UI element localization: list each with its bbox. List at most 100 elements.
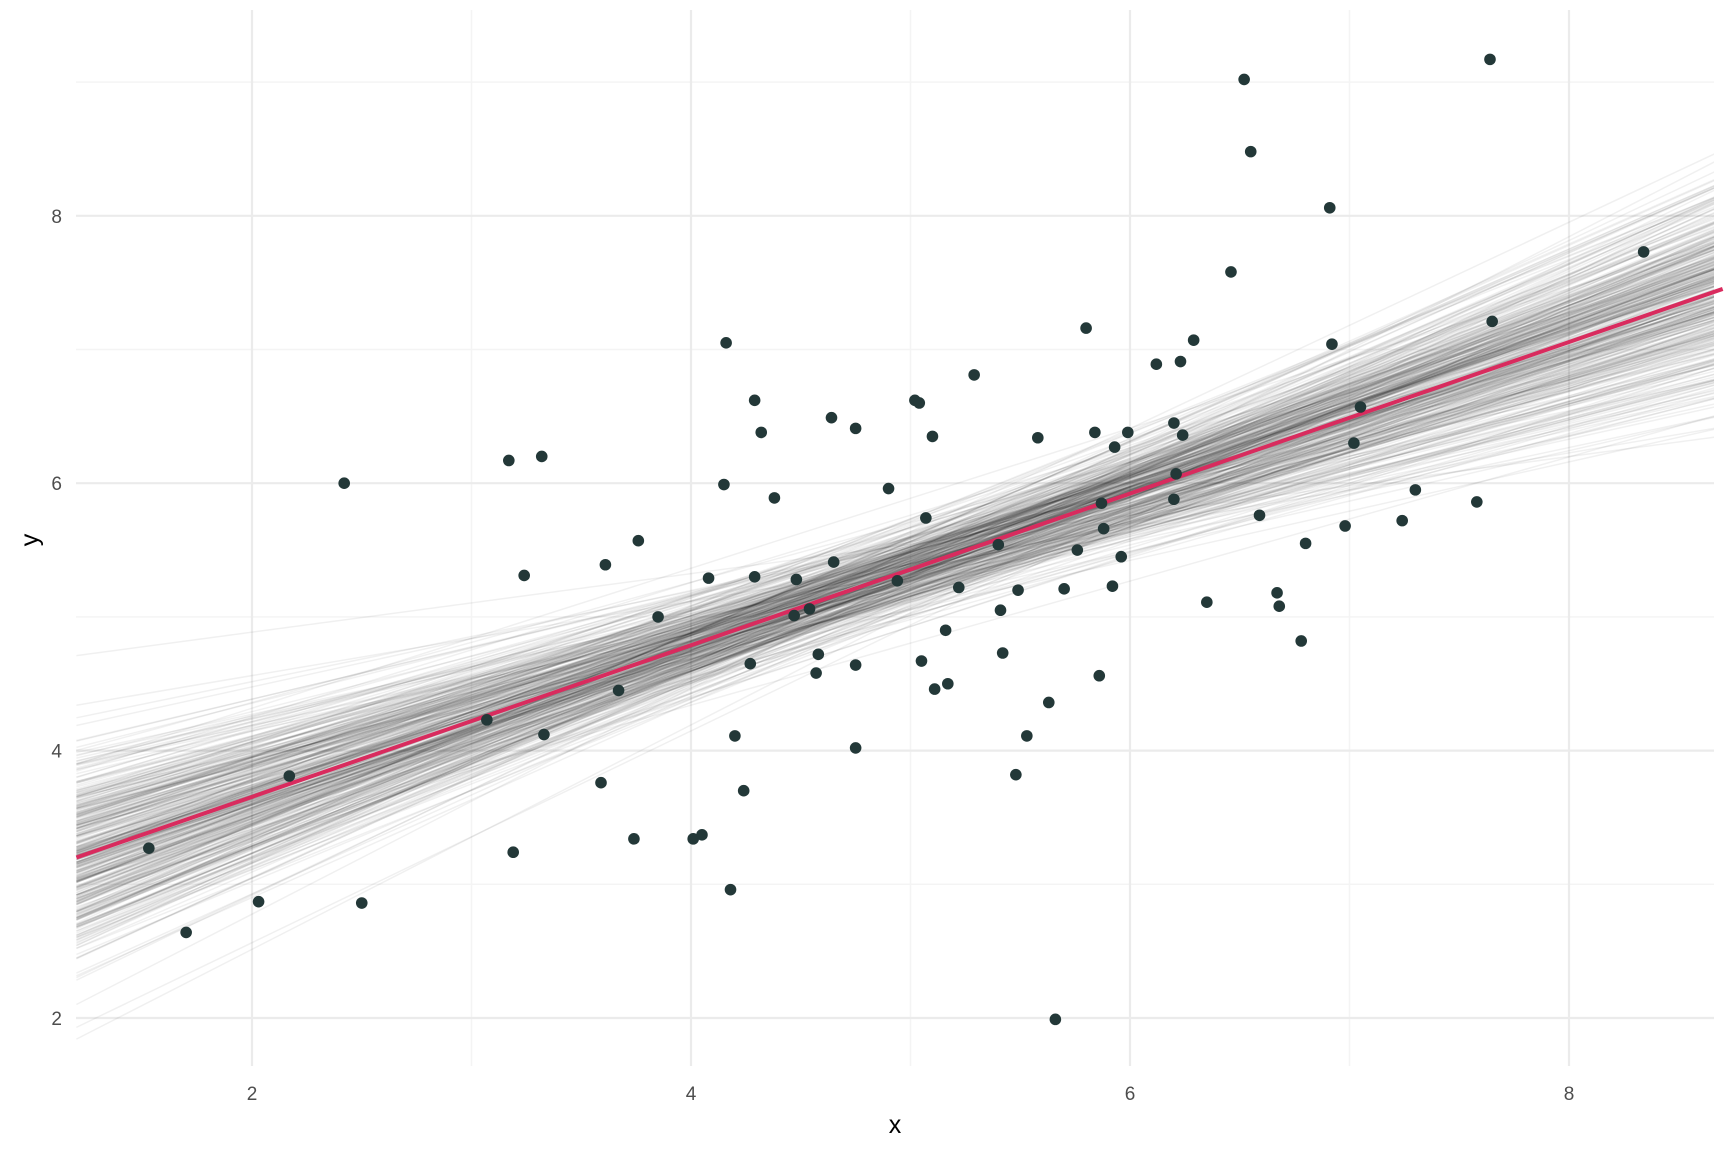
- posterior-draw-line: [76, 331, 1714, 872]
- posterior-draw-line: [76, 229, 1714, 914]
- posterior-draw-line: [76, 267, 1714, 843]
- posterior-draw-line: [76, 367, 1714, 874]
- x-tick-label: 6: [1125, 1084, 1136, 1105]
- data-point: [1150, 358, 1163, 371]
- data-point: [1273, 600, 1286, 613]
- data-point: [744, 657, 757, 670]
- posterior-draw-line: [76, 384, 1714, 797]
- data-point: [755, 426, 768, 439]
- posterior-lines: [76, 153, 1714, 1040]
- posterior-draw-line: [76, 301, 1714, 891]
- data-point: [994, 604, 1007, 617]
- posterior-draw-line: [76, 258, 1714, 926]
- data-point: [595, 776, 607, 789]
- data-point: [1326, 338, 1338, 350]
- data-point: [748, 394, 761, 407]
- data-point: [696, 829, 708, 841]
- y-axis-title: y: [16, 533, 44, 546]
- posterior-draw-line: [76, 319, 1714, 822]
- posterior-draw-line: [76, 415, 1714, 880]
- posterior-draw-line: [76, 226, 1714, 822]
- minor-grid: [76, 10, 1714, 1066]
- posterior-draw-line: [76, 280, 1714, 784]
- posterior-draw-line: [76, 197, 1714, 859]
- posterior-draw-line: [76, 327, 1714, 804]
- posterior-draw-line: [76, 379, 1714, 827]
- data-point: [1168, 417, 1180, 429]
- posterior-draw-line: [76, 285, 1714, 868]
- posterior-draw-line: [76, 367, 1714, 762]
- posterior-draw-line: [76, 268, 1714, 837]
- posterior-draw-line: [76, 201, 1714, 1040]
- posterior-draw-line: [76, 277, 1714, 854]
- posterior-draw-line: [76, 398, 1714, 810]
- posterior-draw-line: [76, 363, 1714, 837]
- posterior-draw-line: [76, 261, 1714, 844]
- posterior-draw-line: [76, 218, 1714, 848]
- posterior-draw-line: [76, 381, 1714, 810]
- data-point: [720, 337, 732, 349]
- posterior-draw-line: [76, 311, 1714, 802]
- posterior-draw-line: [76, 312, 1714, 803]
- posterior-draw-line: [76, 243, 1714, 887]
- posterior-draw-line: [76, 296, 1714, 915]
- data-point: [825, 411, 838, 424]
- posterior-draw-line: [76, 342, 1714, 757]
- posterior-draw-line: [76, 230, 1714, 896]
- data-point: [1323, 201, 1336, 214]
- posterior-draw-line: [76, 217, 1714, 896]
- posterior-draw-line: [76, 312, 1714, 792]
- posterior-draw-line: [76, 260, 1714, 920]
- posterior-draw-line: [76, 294, 1714, 896]
- posterior-draw-line: [76, 202, 1714, 894]
- posterior-draw-line: [76, 262, 1714, 817]
- data-point: [535, 450, 548, 463]
- posterior-draw-line: [76, 196, 1714, 854]
- posterior-draw-line: [76, 222, 1714, 913]
- posterior-draw-line: [76, 297, 1714, 896]
- posterior-draw-line: [76, 276, 1714, 852]
- posterior-draw-line: [76, 264, 1714, 833]
- data-point: [1271, 587, 1283, 599]
- posterior-draw-line: [76, 280, 1714, 831]
- posterior-draw-line: [76, 280, 1714, 844]
- data-point: [481, 714, 493, 726]
- posterior-draw-line: [76, 236, 1714, 897]
- posterior-draw-line: [76, 260, 1714, 852]
- posterior-draw-line: [76, 187, 1714, 900]
- posterior-draw-line: [76, 288, 1714, 902]
- data-point: [1174, 355, 1187, 368]
- posterior-draw-line: [76, 330, 1714, 876]
- posterior-draw-line: [76, 329, 1714, 799]
- posterior-draw-line: [76, 364, 1714, 727]
- data-point: [729, 730, 741, 742]
- posterior-draw-line: [76, 273, 1714, 793]
- posterior-draw-line: [76, 268, 1714, 825]
- posterior-draw-line: [76, 391, 1714, 856]
- posterior-draw-line: [76, 179, 1714, 911]
- fit-line-group: [75, 287, 1724, 860]
- data-point: [939, 624, 952, 637]
- posterior-draw-line: [76, 244, 1714, 830]
- data-point: [891, 575, 904, 587]
- posterior-draw-line: [76, 314, 1714, 868]
- posterior-draw-line: [76, 295, 1714, 809]
- posterior-draw-line: [76, 285, 1714, 779]
- posterior-draw-line: [76, 349, 1714, 742]
- data-point: [1168, 493, 1180, 506]
- posterior-draw-line: [76, 321, 1714, 816]
- posterior-draw-line: [76, 313, 1714, 912]
- posterior-draw-line: [76, 289, 1714, 854]
- posterior-draw-line: [76, 245, 1714, 943]
- posterior-draw-line: [76, 379, 1714, 804]
- data-point: [996, 647, 1009, 659]
- posterior-draw-line: [76, 296, 1714, 932]
- data-point: [1339, 520, 1351, 532]
- posterior-draw-line: [76, 308, 1714, 809]
- fit-line: [75, 287, 1724, 860]
- posterior-draw-line: [76, 308, 1714, 889]
- data-point: [702, 572, 715, 584]
- posterior-draw-line: [76, 265, 1714, 855]
- posterior-draw-line: [76, 387, 1714, 853]
- posterior-draw-line: [76, 279, 1714, 853]
